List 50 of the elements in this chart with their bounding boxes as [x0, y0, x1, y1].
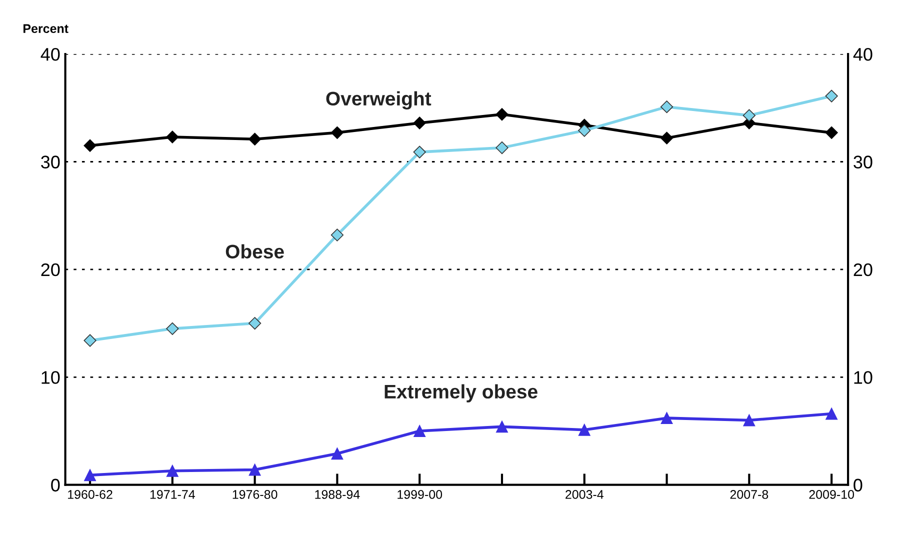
point: [660, 100, 674, 114]
x-tick-label: 1988-94: [315, 490, 360, 499]
point: [166, 130, 179, 144]
point: [84, 139, 96, 152]
point: [248, 464, 261, 476]
point: [660, 132, 674, 144]
y2-tick-label: 20: [854, 263, 872, 276]
y-axis-title: Percent: [24, 24, 68, 34]
point: [413, 146, 426, 158]
y2-tick-label: 30: [854, 156, 872, 168]
point: [248, 316, 262, 330]
y2-tick-label: 40: [853, 48, 872, 61]
point: [166, 464, 178, 477]
point: [330, 228, 344, 242]
point: [496, 141, 508, 154]
x-tick-label: 1976-80: [232, 490, 278, 499]
x-tick-label: 2007-8: [730, 490, 768, 499]
point: [578, 424, 590, 436]
y2-tick-label: 10: [854, 371, 872, 384]
y-tick-label: 20: [41, 263, 60, 276]
point: [660, 412, 673, 424]
series-label: Overweight: [326, 91, 432, 110]
point: [742, 109, 756, 122]
x-tick-label: 2009-10: [809, 490, 854, 499]
point: [84, 469, 96, 482]
point: [825, 126, 838, 139]
point: [578, 124, 591, 137]
y-tick-label: 40: [40, 48, 60, 61]
y-tick-label: 0: [51, 478, 60, 492]
series-label: Extremely obese: [384, 384, 538, 402]
point: [496, 420, 508, 433]
point: [496, 108, 508, 121]
point: [84, 334, 96, 347]
x-tick-label: 2003-4: [566, 490, 604, 499]
x-tick-label: 1960-62: [68, 490, 112, 499]
point: [825, 90, 838, 102]
point: [331, 448, 344, 460]
y-tick-label: 30: [41, 156, 60, 168]
point: [166, 322, 179, 335]
point: [826, 408, 838, 420]
point: [248, 132, 262, 146]
point: [414, 425, 426, 437]
series-label: Obese: [226, 244, 284, 259]
point: [413, 116, 426, 130]
x-tick-label: 1999-00: [398, 490, 442, 499]
y-tick-label: 10: [42, 371, 60, 384]
y2-tick-label: 0: [854, 478, 862, 492]
point: [330, 126, 344, 139]
point: [743, 414, 756, 426]
x-tick-label: 1971-74: [150, 490, 195, 499]
